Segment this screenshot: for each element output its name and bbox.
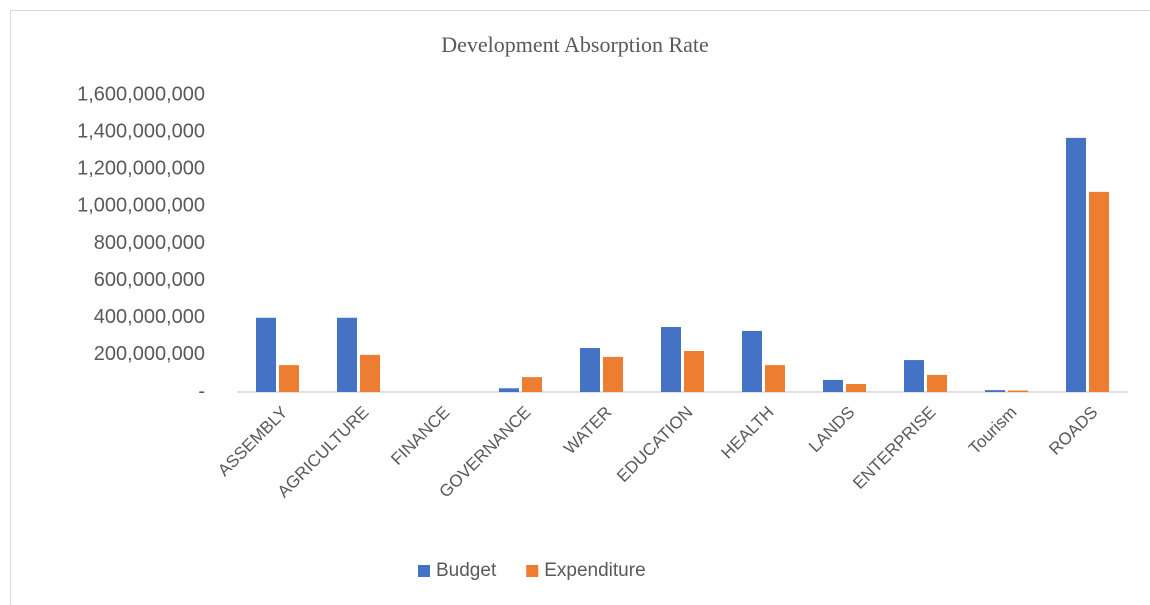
bar bbox=[684, 350, 704, 392]
x-tick-label: ENTERPRISE bbox=[849, 403, 939, 493]
chart-border bbox=[10, 10, 1150, 605]
y-tick-label: 1,400,000,000 bbox=[77, 120, 205, 142]
bar bbox=[985, 390, 1005, 392]
bar bbox=[522, 377, 542, 392]
x-tick-label: Tourism bbox=[965, 403, 1021, 459]
bar bbox=[279, 365, 299, 392]
bar bbox=[1066, 137, 1086, 392]
x-tick-label: ASSEMBLY bbox=[214, 403, 291, 480]
bar bbox=[823, 379, 843, 392]
bar bbox=[927, 374, 947, 392]
bar bbox=[580, 348, 600, 392]
bar bbox=[256, 317, 276, 392]
legend-label: Expenditure bbox=[544, 560, 645, 581]
bar bbox=[661, 327, 681, 392]
bar bbox=[337, 317, 357, 392]
x-tick-label: LANDS bbox=[805, 403, 859, 457]
x-tick-label: ROADS bbox=[1045, 403, 1101, 459]
bar bbox=[1008, 390, 1028, 392]
y-tick-label: 600,000,000 bbox=[94, 269, 205, 291]
bar bbox=[742, 330, 762, 392]
bar bbox=[904, 360, 924, 392]
chart-title: Development Absorption Rate bbox=[441, 32, 709, 57]
y-tick-label: 1,200,000,000 bbox=[77, 158, 205, 180]
x-tick-label: HEALTH bbox=[718, 403, 778, 463]
y-tick-label: - bbox=[198, 380, 205, 402]
bar bbox=[499, 388, 519, 392]
y-tick-label: 400,000,000 bbox=[94, 306, 205, 328]
y-tick-label: 200,000,000 bbox=[94, 343, 205, 365]
x-tick-label: FINANCE bbox=[387, 403, 453, 469]
y-tick-label: 1,600,000,000 bbox=[77, 83, 205, 105]
legend-swatch bbox=[418, 565, 430, 577]
bar bbox=[846, 384, 866, 392]
legend-label: Budget bbox=[436, 560, 497, 581]
y-tick-label: 1,000,000,000 bbox=[77, 195, 205, 217]
bar bbox=[360, 354, 380, 392]
legend-swatch bbox=[526, 565, 539, 577]
bar bbox=[1089, 191, 1109, 392]
bar bbox=[603, 356, 623, 392]
x-tick-label: WATER bbox=[560, 403, 616, 459]
y-tick-label: 800,000,000 bbox=[94, 232, 205, 254]
x-tick-label: EDUCATION bbox=[613, 403, 696, 486]
bar bbox=[765, 365, 785, 392]
